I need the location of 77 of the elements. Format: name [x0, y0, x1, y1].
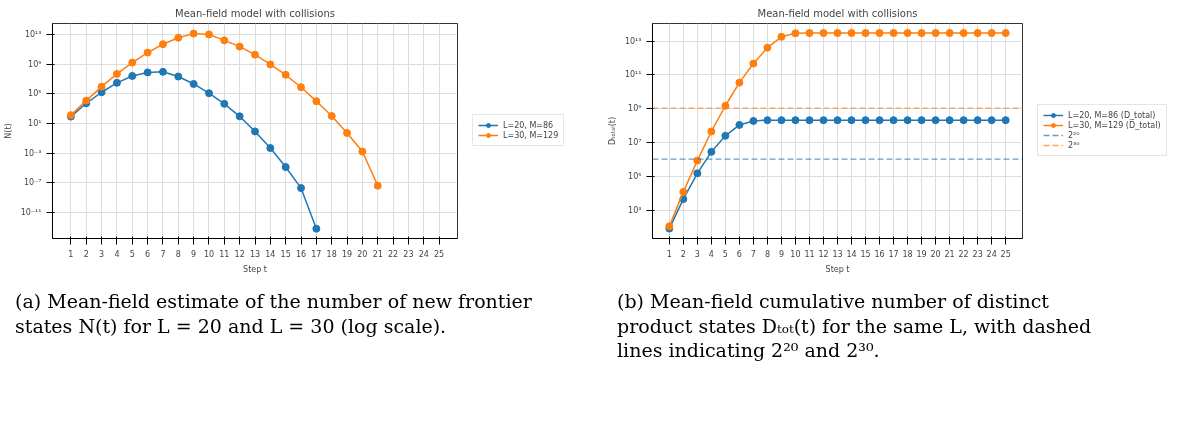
x-tick-label: 8 [764, 249, 770, 259]
y-tick-label: 10⁵ [28, 89, 42, 99]
x-tick-label: 18 [326, 249, 337, 259]
x-tick-label: 21 [944, 249, 955, 259]
x-tick-label: 15 [860, 249, 871, 259]
x-tick-label: 21 [372, 249, 383, 259]
legend-label: L=30, M=129 [503, 130, 559, 140]
x-tick-label: 4 [114, 249, 120, 259]
text: (a) Mean-field estimate of the number of new frontier states N(t) for L = 20 and L = 30 (log scale). [15, 289, 533, 339]
x-tick-label: 5 [722, 249, 728, 259]
legend-label: 2³⁰ [1068, 140, 1081, 150]
y-axis-title: N(t) [3, 123, 13, 139]
x-tick-label: 10 [203, 249, 215, 259]
y-tick-label: 10³ [628, 205, 642, 215]
x-tick-label: 22 [958, 249, 969, 259]
x-tick-label: 9 [778, 249, 784, 259]
x-tick-label: 17 [311, 249, 322, 259]
y-tick-label: 10⁷ [628, 138, 642, 148]
legend-label: L=30, M=129 (D_total) [1068, 120, 1161, 130]
x-tick-label: 22 [387, 249, 399, 259]
y-tick-label: 10⁹ [628, 104, 642, 114]
x-tick-label: 2 [680, 249, 686, 259]
x-tick-label: 13 [832, 249, 843, 259]
x-tick-label: 2 [83, 249, 89, 259]
x-axis-title: Step t [825, 264, 850, 274]
x-tick-label: 25 [434, 249, 445, 259]
x-tick-label: 15 [280, 249, 291, 259]
legend-label: 2²⁰ [1068, 130, 1081, 140]
x-tick-label: 20 [930, 249, 941, 259]
y-tick-label: 10¹ [28, 118, 42, 128]
x-tick-label: 5 [129, 249, 135, 259]
legend-label: L=20, M=86 [503, 120, 554, 130]
x-tick-label: 25 [1000, 249, 1011, 259]
x-tick-label: 11 [219, 249, 230, 259]
x-tick-label: 7 [750, 249, 756, 259]
y-axis-title: Dₜₒₜₐₗ(t) [607, 116, 617, 146]
x-tick-label: 16 [874, 249, 885, 259]
x-tick-label: 19 [916, 249, 927, 259]
y-tick-label: 10⁻¹¹ [20, 207, 42, 217]
legend-label: L=20, M=86 (D_total) [1068, 110, 1156, 120]
x-tick-label: 19 [341, 249, 353, 259]
x-tick-label: 3 [99, 249, 105, 259]
x-tick-label: 16 [295, 249, 307, 259]
x-tick-label: 12 [818, 249, 829, 259]
x-tick-label: 17 [888, 249, 899, 259]
x-tick-label: 8 [175, 249, 181, 259]
y-tick-label: 10⁻³ [23, 148, 42, 158]
chart-title: Mean-field model with collisions [175, 7, 335, 19]
y-tick-label: 10⁻⁷ [23, 178, 42, 188]
y-tick-label: 10⁵ [628, 171, 642, 181]
x-tick-label: 6 [736, 249, 742, 259]
x-tick-label: 20 [357, 249, 368, 259]
x-tick-label: 6 [145, 249, 151, 259]
x-tick-label: 1 [666, 249, 672, 259]
x-tick-label: 3 [694, 249, 700, 259]
x-tick-label: 10 [790, 249, 801, 259]
y-tick-label: 10¹³ [624, 36, 642, 46]
chart-title: Mean-field model with collisions [757, 7, 918, 19]
x-tick-label: 9 [191, 249, 197, 259]
x-tick-label: 4 [708, 249, 714, 259]
x-tick-label: 23 [972, 249, 983, 259]
x-tick-label: 12 [234, 249, 245, 259]
x-axis-title: Step t [243, 264, 267, 274]
x-tick-label: 24 [986, 249, 997, 259]
x-tick-label: 13 [249, 249, 261, 259]
x-tick-label: 7 [160, 249, 166, 259]
x-tick-label: 14 [265, 249, 276, 259]
x-tick-label: 1 [68, 249, 74, 259]
x-tick-label: 24 [418, 249, 429, 259]
x-tick-label: 14 [846, 249, 857, 259]
x-tick-label: 18 [902, 249, 913, 259]
x-tick-label: 23 [403, 249, 414, 259]
y-tick-label: 10¹¹ [624, 70, 642, 80]
y-tick-label: 10¹³ [24, 29, 42, 39]
x-tick-label: 11 [804, 249, 815, 259]
text: (b) Mean-field cumulative number of distinct product states Dₜₒₜ(t) for the same L, with dashed lines indicating 2²⁰ and 2³⁰. [617, 289, 1093, 364]
y-tick-label: 10⁹ [28, 59, 42, 69]
